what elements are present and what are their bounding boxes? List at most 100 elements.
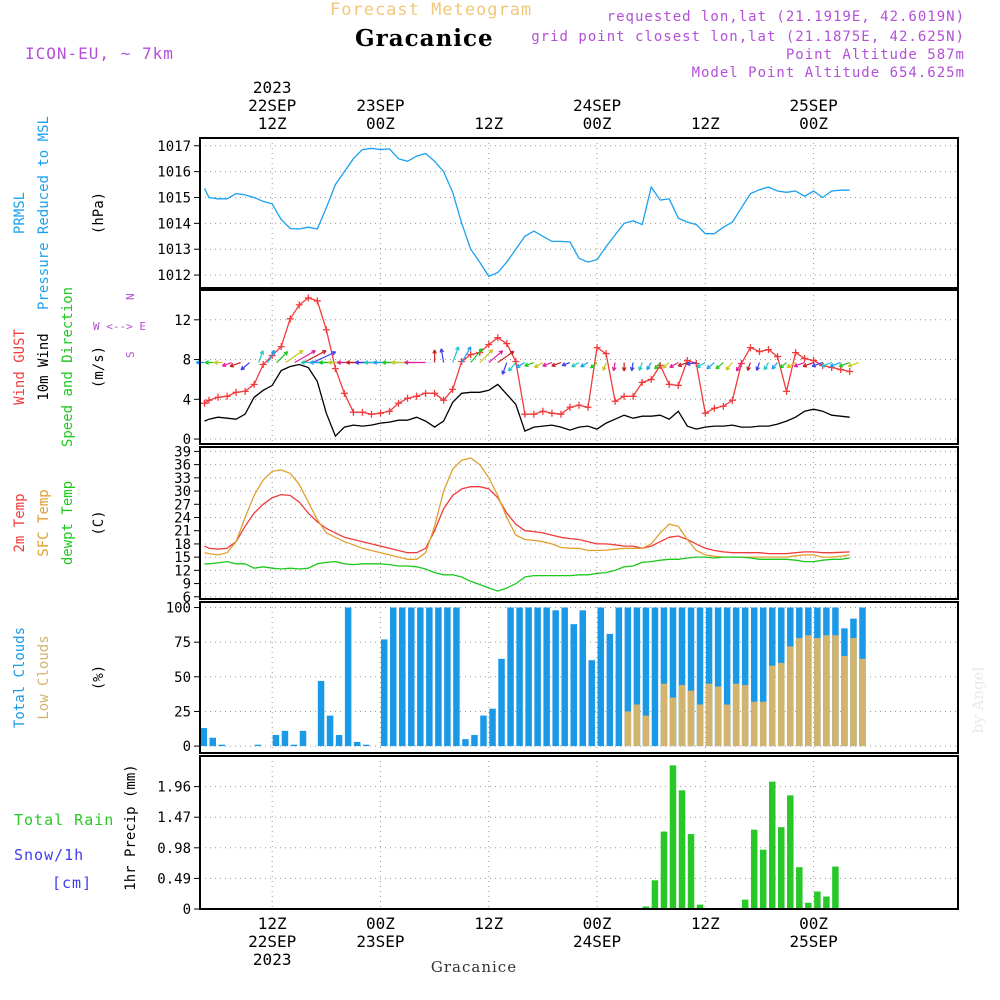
clouds-total_clouds-bar <box>606 633 614 747</box>
wind-gust-line <box>204 297 850 415</box>
clouds-low_clouds-bar <box>841 656 848 747</box>
top-time-label: 12Z <box>258 114 287 133</box>
clouds-total_clouds-bar <box>480 715 487 747</box>
clouds-low_clouds-bar <box>741 685 749 747</box>
gust-marker <box>638 378 646 386</box>
y-tick-label: 0.98 <box>157 841 191 857</box>
pressure-pressure-line <box>203 147 850 278</box>
wind-direction-arrow <box>229 361 241 368</box>
wind-direction-arrow <box>611 362 617 372</box>
clouds-total_clouds-bar <box>579 610 586 747</box>
bottom-time-label: 25SEP <box>790 932 838 951</box>
clouds-total_clouds-bar <box>417 607 424 747</box>
gust-marker <box>205 396 213 404</box>
wind-direction-arrow <box>470 348 483 363</box>
precip-frame <box>199 755 959 910</box>
clouds-total_clouds-bar <box>209 737 217 747</box>
gust-marker <box>530 410 538 418</box>
precip-rain-bar <box>814 891 821 909</box>
y-tick-label: 33 <box>174 471 191 487</box>
precip-rain-bar <box>805 902 812 909</box>
clouds-total_clouds-bar <box>615 607 623 747</box>
model-label: ICON-EU, ~ 7km <box>25 44 174 63</box>
y-tick-label: 18 <box>174 537 191 553</box>
gust-marker <box>728 396 736 404</box>
wind-direction-arrow <box>404 360 426 365</box>
clouds-unit-label: (%) <box>91 665 107 690</box>
y-tick-label: 1013 <box>157 242 191 258</box>
clouds-total_clouds-bar <box>741 607 749 747</box>
wind-direction-arrow <box>258 350 265 363</box>
gust-marker <box>431 389 439 397</box>
wind-direction-arrow <box>542 361 553 367</box>
gust-marker <box>575 401 583 409</box>
wind-direction-arrow <box>571 362 580 368</box>
y-tick-label: 1017 <box>157 139 191 155</box>
temp-sfc-line <box>204 457 850 560</box>
precip-rain-bar <box>669 765 677 909</box>
y-tick-label: 0 <box>183 739 191 755</box>
wind-direction-arrow <box>213 360 223 365</box>
clouds-total_clouds-bar <box>317 680 325 747</box>
wind-side-label: 10m Wind <box>36 333 52 400</box>
gust-marker <box>295 301 303 309</box>
top-time-label: 00Z <box>799 114 828 133</box>
clouds-total_clouds-bar <box>471 734 478 747</box>
clouds-total_clouds-bar <box>687 607 695 747</box>
point-altitude: Point Altitude 587m <box>785 47 965 63</box>
gust-marker <box>322 326 330 334</box>
compass-west-east: W <--> E <box>93 320 146 333</box>
clouds-low_clouds-bar <box>633 704 641 747</box>
clouds-total_clouds-bar <box>281 730 289 747</box>
clouds-total_clouds-bar <box>669 607 677 747</box>
clouds-total_clouds-bar <box>588 660 596 747</box>
clouds-total_clouds-bar <box>390 607 397 747</box>
pressure-frame <box>199 137 959 289</box>
temp-unit-label: (C) <box>91 510 107 535</box>
temp-dewpt-line <box>204 556 850 592</box>
clouds-total_clouds-bar <box>552 610 559 747</box>
wind-wind-line <box>204 363 850 438</box>
clouds-side-label: Low Clouds <box>36 635 52 719</box>
temp-temp-line <box>204 486 850 555</box>
wind-direction-arrow <box>669 362 679 369</box>
gust-marker <box>557 410 565 418</box>
clouds-total_clouds-bar <box>624 607 632 747</box>
precip-cm-label: [cm] <box>52 874 92 892</box>
clouds-panel: 0 25 50 75 100 Total Clouds Low Clouds (%) <box>12 601 959 755</box>
top-time-label: 12Z <box>474 114 503 133</box>
precip-snow-label: Snow/1h <box>14 846 84 864</box>
gust-marker <box>376 409 384 417</box>
clouds-total_clouds-bar <box>633 607 641 747</box>
clouds-total_clouds-bar <box>543 607 550 747</box>
wind-direction-arrow <box>735 362 742 372</box>
clouds-total_clouds-bar <box>362 744 370 747</box>
gust-marker <box>259 361 267 369</box>
clouds-low_clouds-bar <box>759 701 767 747</box>
clouds-total_clouds-bar <box>642 607 650 747</box>
wind-direction-arrow <box>838 361 850 368</box>
clouds-total_clouds-bar <box>453 607 460 747</box>
wind-panel: 0 4 8 12 N W <--> E S Wind GUST 10m Wind Speed an… <box>12 287 959 448</box>
wind-direction-arrow <box>638 362 643 371</box>
wind-direction-arrow <box>621 362 627 372</box>
wind-direction-arrow <box>755 362 761 371</box>
gust-marker <box>413 392 421 400</box>
clouds-low_clouds-bar <box>642 715 650 747</box>
y-tick-label: 1012 <box>157 268 191 284</box>
clouds-low_clouds-bar <box>714 686 722 747</box>
gust-marker <box>746 344 754 352</box>
y-tick-label: 1.47 <box>157 810 191 826</box>
gust-marker <box>593 344 601 352</box>
wind-direction-arrow <box>497 350 515 364</box>
pressure-side-label: Pressure Reduced to MSL <box>36 116 52 310</box>
bottom-time-label: 00Z <box>583 914 612 933</box>
y-tick-label: 1014 <box>157 216 191 232</box>
gust-marker <box>548 409 556 417</box>
wind-frame <box>199 289 959 445</box>
precip-rain-bar <box>651 880 659 909</box>
clouds-total_clouds-bar <box>408 607 415 747</box>
y-tick-label: 0.49 <box>157 871 191 887</box>
clouds-total_clouds-bar <box>335 734 343 747</box>
